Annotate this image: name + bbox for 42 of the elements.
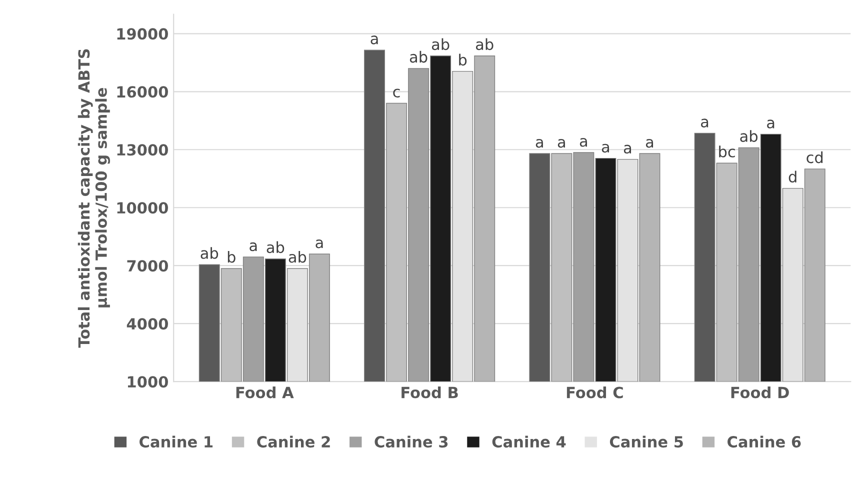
data-label: ab <box>200 247 218 259</box>
y-axis-title: Total antioxidant capacity by ABTS µmol Trolox/100 g sample <box>78 49 110 348</box>
data-label: ab <box>432 38 450 50</box>
data-label: a <box>767 120 774 128</box>
legend-label: Canine 6 <box>728 436 801 448</box>
data-label: a <box>370 36 378 44</box>
legend-label: Canine 5 <box>610 436 683 448</box>
legend-label: Canine 4 <box>492 436 566 448</box>
legend-label: Canine 2 <box>257 436 330 448</box>
x-tick-label: Food D <box>731 386 789 398</box>
data-label: ab <box>288 250 306 263</box>
data-label: a <box>536 138 543 148</box>
y-tick-label: 19000 <box>117 28 168 40</box>
data-label: ab <box>740 130 758 142</box>
data-label: b <box>228 250 236 263</box>
x-tick-label: Food C <box>566 386 623 398</box>
y-tick-label: 7000 <box>127 260 168 272</box>
x-tick-label: Food A <box>236 386 294 398</box>
data-label: a <box>624 144 632 154</box>
data-label: d <box>788 170 796 183</box>
y-tick-label: 10000 <box>117 202 168 214</box>
data-label: a <box>580 138 587 147</box>
x-tick-label: Food B <box>402 386 458 398</box>
data-label: b <box>459 54 467 66</box>
legend-label: Canine 3 <box>374 436 448 448</box>
data-label: a <box>701 118 708 128</box>
y-tick-label: 13000 <box>117 144 168 156</box>
y-tick-label: 1000 <box>128 376 168 388</box>
y-tick-label: 16000 <box>117 86 168 98</box>
data-label: a <box>646 138 654 148</box>
data-label: a <box>250 242 257 252</box>
y-tick-label: 4000 <box>126 318 168 330</box>
data-label: c <box>393 88 400 98</box>
data-label: ab <box>266 241 284 254</box>
data-label: bc <box>719 146 735 158</box>
data-label: ab <box>410 50 428 63</box>
data-label: a <box>316 240 323 248</box>
data-label: a <box>602 144 609 153</box>
data-label: ab <box>476 38 494 50</box>
legend-label: Canine 1 <box>140 436 213 448</box>
data-label: a <box>558 138 565 148</box>
data-label: cd <box>806 151 823 164</box>
